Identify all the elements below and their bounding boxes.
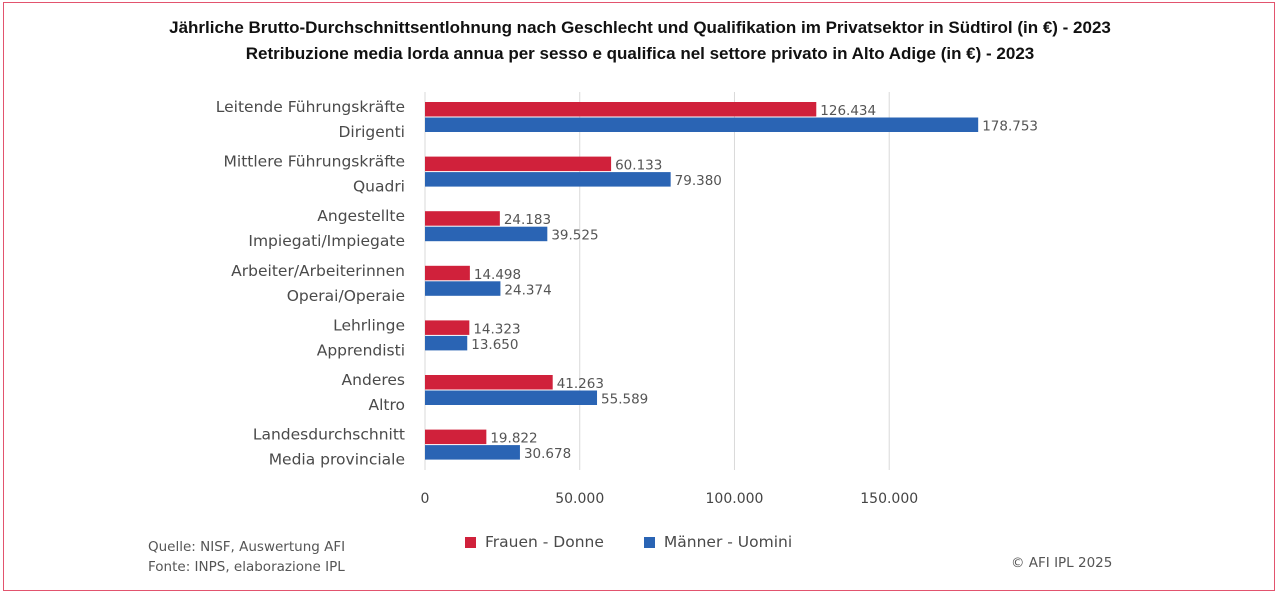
data-label-women: 14.323 — [473, 321, 520, 337]
x-tick-label: 50.000 — [555, 491, 604, 507]
data-label-men: 39.525 — [551, 228, 598, 244]
copyright: © AFI IPL 2025 — [1011, 555, 1113, 571]
chart-subtitle: Retribuzione media lorda annua per sesso… — [245, 44, 1035, 63]
category-label-it: Quadri — [353, 178, 405, 196]
source-de: Quelle: NISF, Auswertung AFI — [148, 539, 346, 555]
legend-label-men: Männer - Uomini — [663, 533, 793, 551]
source-it: Fonte: INPS, elaborazione IPL — [148, 559, 345, 575]
legend: Frauen - Donne Männer - Uomini — [465, 533, 792, 551]
category-label-de: Landesdurchschnitt — [253, 426, 405, 444]
x-tick-label: 150.000 — [860, 491, 918, 507]
bar-women — [425, 320, 470, 335]
chart-title: Jährliche Brutto-Durchschnittsentlohnung… — [169, 18, 1111, 37]
data-label-women: 19.822 — [490, 431, 537, 447]
data-label-men: 30.678 — [524, 446, 571, 462]
legend-swatch-women — [465, 536, 476, 548]
legend-label-women: Frauen - Donne — [485, 533, 604, 551]
bar-women — [425, 156, 612, 172]
data-label-men: 13.650 — [471, 337, 518, 353]
data-label-women: 60.133 — [615, 158, 662, 174]
source-note: Quelle: NISF, Auswertung AFI Fonte: INPS… — [148, 537, 345, 577]
bar-men — [425, 445, 520, 460]
legend-swatch-men — [643, 536, 655, 548]
bar-men — [425, 172, 671, 187]
chart-frame — [3, 2, 1275, 591]
data-label-men: 79.380 — [675, 173, 722, 189]
bar-men — [425, 117, 979, 132]
category-label-it: Operai/Operaie — [287, 287, 405, 305]
bar-women — [425, 375, 553, 390]
data-label-women: 41.263 — [557, 376, 604, 392]
bar-women — [425, 265, 470, 281]
bar-men — [425, 390, 598, 405]
category-label-it: Impiegati/Impiegate — [248, 232, 405, 250]
legend-item-women: Frauen - Donne — [465, 533, 604, 551]
x-tick-label: 100.000 — [706, 491, 764, 507]
category-label-de: Arbeiter/Arbeiterinnen — [231, 262, 405, 280]
data-label-women: 14.498 — [474, 267, 521, 283]
category-label-de: Anderes — [342, 371, 405, 389]
bar-men — [425, 226, 548, 242]
bar-women — [425, 102, 817, 117]
category-label-it: Apprendisti — [317, 341, 405, 359]
category-label-de: Mittlere Führungskräfte — [224, 153, 405, 171]
bar-women — [425, 211, 500, 226]
category-label-it: Media provinciale — [269, 451, 405, 469]
category-label-de: Lehrlinge — [333, 316, 405, 334]
x-tick-label: 0 — [421, 491, 430, 507]
category-label-it: Dirigenti — [338, 123, 405, 141]
category-label-de: Angestellte — [317, 207, 405, 225]
data-label-women: 24.183 — [504, 212, 551, 228]
data-label-men: 55.589 — [601, 392, 648, 408]
bar-men — [425, 281, 501, 296]
category-label-it: Altro — [368, 396, 405, 414]
data-label-women: 126.434 — [820, 103, 876, 119]
data-label-men: 24.374 — [504, 282, 551, 298]
bar-men — [425, 335, 468, 351]
bar-women — [425, 429, 487, 445]
legend-item-men: Männer - Uomini — [643, 533, 793, 551]
data-label-men: 178.753 — [982, 119, 1038, 135]
category-label-de: Leitende Führungskräfte — [216, 98, 405, 116]
